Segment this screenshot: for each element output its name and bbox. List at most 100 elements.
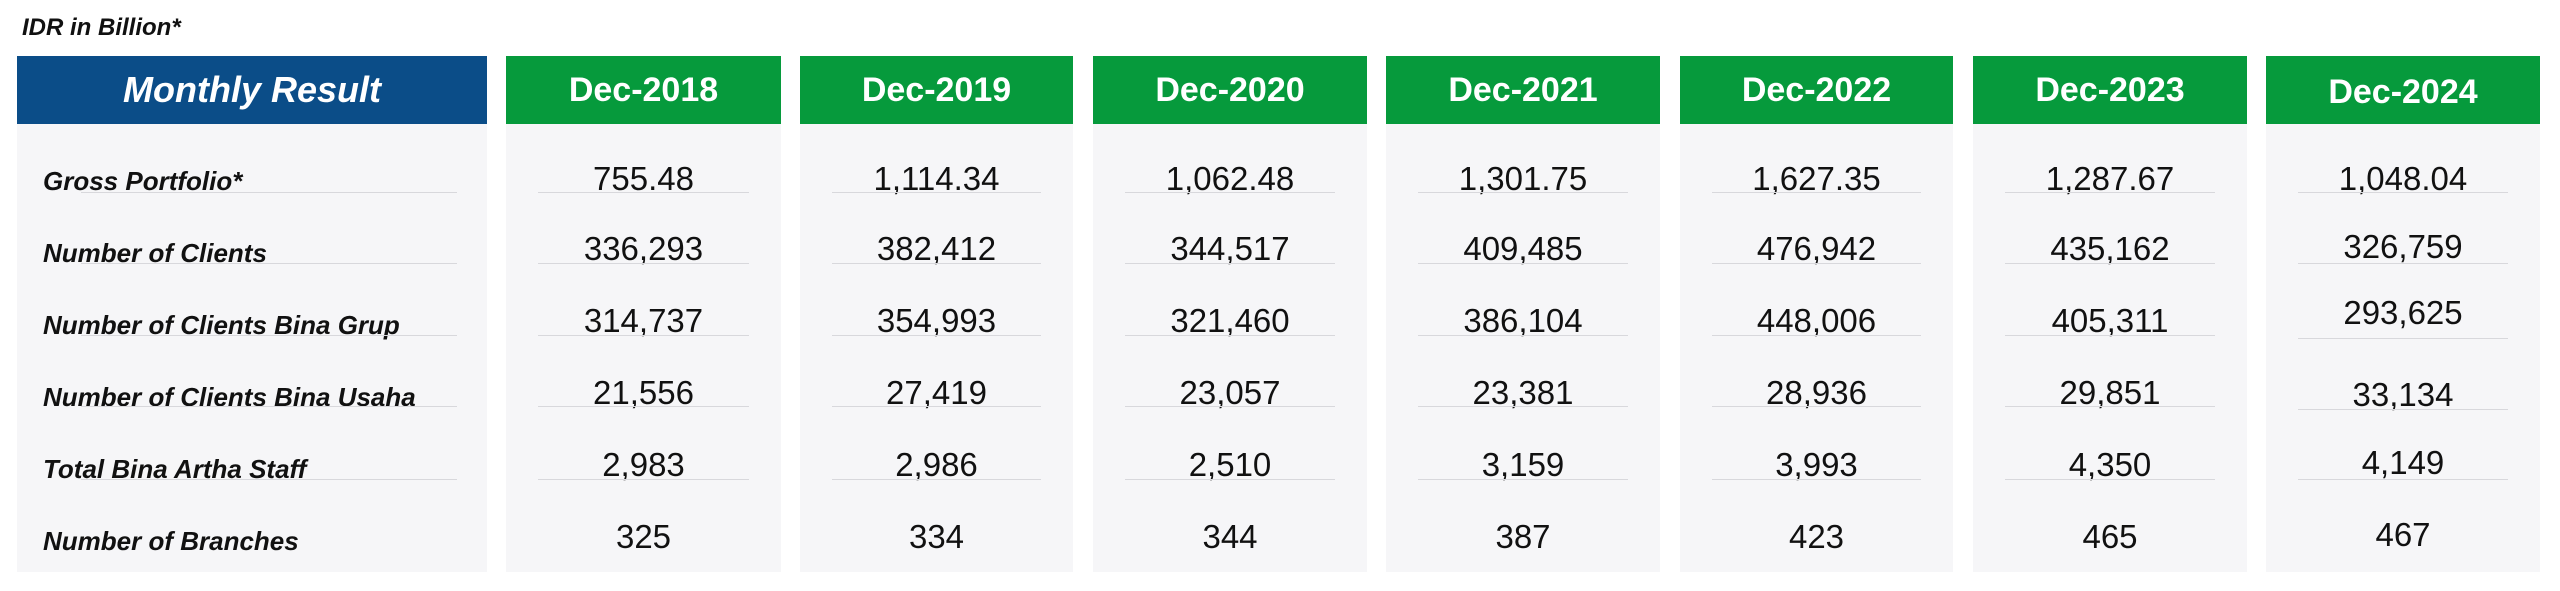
value-cell: 382,412 <box>876 230 997 267</box>
year-header: Dec-2021 <box>1386 56 1660 124</box>
value-cell: 326,759 <box>2343 228 2463 265</box>
row-divider <box>1125 479 1335 480</box>
value-cell: 435,162 <box>2050 230 2170 267</box>
row-divider <box>1712 406 1921 407</box>
value-cell: 2,983 <box>602 446 685 483</box>
value-cell: 1,287.67 <box>2045 160 2175 197</box>
value-cell: 334 <box>908 518 965 555</box>
row-divider <box>2005 335 2215 336</box>
value-cell: 314,737 <box>583 302 704 339</box>
value-cell: 28,936 <box>1766 374 1867 411</box>
value-cell: 2,510 <box>1188 446 1272 483</box>
row-divider <box>1125 192 1335 193</box>
value-cell: 476,942 <box>1756 230 1877 267</box>
year-column-dec-2018: Dec-2018 755.48 336,293 314,737 21,556 2… <box>506 56 781 572</box>
row-divider <box>81 263 457 264</box>
row-divider <box>1418 479 1628 480</box>
value-cell: 321,460 <box>1170 302 1290 339</box>
row-divider <box>1418 335 1628 336</box>
row-divider <box>1125 406 1335 407</box>
row-divider <box>832 479 1041 480</box>
value-cell: 4,350 <box>2068 446 2152 483</box>
row-divider <box>2298 338 2508 339</box>
row-divider <box>1125 263 1335 264</box>
row-label: Gross Portfolio* <box>43 165 243 196</box>
row-divider <box>1712 335 1921 336</box>
row-divider <box>2298 263 2508 264</box>
label-header: Monthly Result <box>17 56 487 124</box>
row-divider <box>2298 192 2508 193</box>
row-divider <box>832 192 1041 193</box>
value-cell: 1,048.04 <box>2338 160 2468 197</box>
value-cell: 3,159 <box>1481 446 1565 483</box>
row-divider <box>1418 263 1628 264</box>
row-divider <box>1418 192 1628 193</box>
row-label: Number of Clients Bina Usaha <box>43 381 416 412</box>
value-cell: 325 <box>615 518 672 555</box>
value-cell: 344,517 <box>1170 230 1290 267</box>
row-label: Number of Clients Bina Grup <box>43 309 400 340</box>
year-header: Dec-2022 <box>1680 56 1953 124</box>
value-cell: 1,301.75 <box>1458 160 1588 197</box>
year-header: Dec-2019 <box>800 56 1073 124</box>
value-cell: 465 <box>2082 518 2138 555</box>
value-cell: 354,993 <box>876 302 997 339</box>
row-divider <box>2005 479 2215 480</box>
year-column-dec-2022: Dec-2022 1,627.35 476,942 448,006 28,936… <box>1680 56 1953 572</box>
row-divider <box>2298 479 2508 480</box>
value-cell: 755.48 <box>593 160 694 197</box>
year-header: Dec-2018 <box>506 56 781 124</box>
value-cell: 387 <box>1495 518 1551 555</box>
value-cell: 3,993 <box>1775 446 1858 483</box>
value-cell: 21,556 <box>593 374 694 411</box>
row-divider <box>1712 479 1921 480</box>
row-divider <box>81 406 457 407</box>
year-column-dec-2023: Dec-2023 1,287.67 435,162 405,311 29,851… <box>1973 56 2247 572</box>
year-header: Dec-2020 <box>1093 56 1367 124</box>
value-cell: 1,627.35 <box>1752 160 1881 197</box>
value-cell: 405,311 <box>2051 302 2169 339</box>
value-cell: 27,419 <box>886 374 987 411</box>
label-column: Monthly Result Gross Portfolio* Number o… <box>17 56 487 572</box>
value-cell: 344 <box>1202 518 1258 555</box>
row-label: Number of Branches <box>43 525 299 556</box>
row-divider <box>538 192 749 193</box>
row-label: Total Bina Artha Staff <box>43 453 307 484</box>
year-column-dec-2019: Dec-2019 1,114.34 382,412 354,993 27,419… <box>800 56 1073 572</box>
row-divider <box>2298 409 2508 410</box>
row-divider <box>832 406 1041 407</box>
year-column-dec-2021: Dec-2021 1,301.75 409,485 386,104 23,381… <box>1386 56 1660 572</box>
value-cell: 409,485 <box>1463 230 1583 267</box>
row-divider <box>1712 263 1921 264</box>
value-cell: 23,381 <box>1472 374 1574 411</box>
year-header: Dec-2024 <box>2266 56 2540 124</box>
value-cell: 448,006 <box>1756 302 1877 339</box>
year-column-dec-2024: Dec-2024 1,048.04 326,759 293,625 33,134… <box>2266 56 2540 572</box>
value-cell: 2,986 <box>895 446 978 483</box>
row-divider <box>832 263 1041 264</box>
row-divider <box>538 406 749 407</box>
row-divider <box>81 192 457 193</box>
row-divider <box>2005 192 2215 193</box>
row-divider <box>81 335 457 336</box>
value-cell: 293,625 <box>2343 294 2463 331</box>
row-divider <box>538 479 749 480</box>
value-cell: 467 <box>2375 516 2431 553</box>
row-divider <box>2005 263 2215 264</box>
row-label: Number of Clients <box>43 237 267 268</box>
value-cell: 4,149 <box>2361 444 2445 481</box>
year-header: Dec-2023 <box>1973 56 2247 124</box>
value-cell: 1,062.48 <box>1165 160 1295 197</box>
row-divider <box>1418 406 1628 407</box>
row-divider <box>1712 192 1921 193</box>
value-cell: 23,057 <box>1179 374 1281 411</box>
value-cell: 336,293 <box>583 230 704 267</box>
row-divider <box>538 263 749 264</box>
row-divider <box>538 335 749 336</box>
unit-note: IDR in Billion* <box>22 14 181 41</box>
year-column-dec-2020: Dec-2020 1,062.48 344,517 321,460 23,057… <box>1093 56 1367 572</box>
value-cell: 33,134 <box>2352 376 2454 413</box>
row-divider <box>832 335 1041 336</box>
row-divider <box>1125 335 1335 336</box>
row-divider <box>81 479 457 480</box>
